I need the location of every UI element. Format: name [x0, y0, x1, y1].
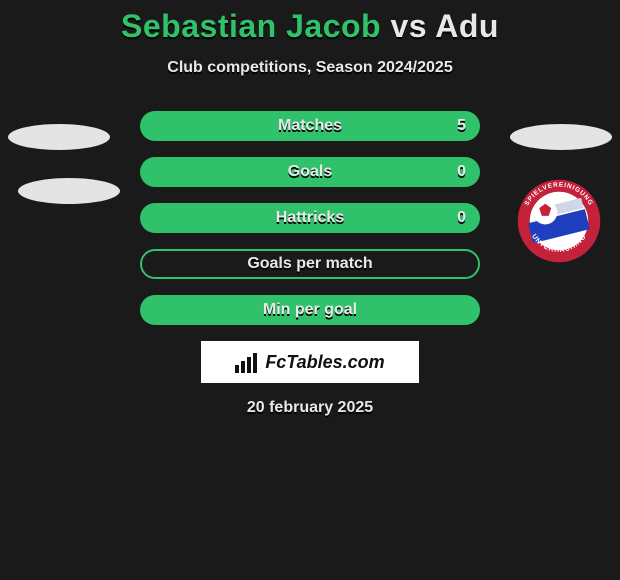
stat-row-min-per-goal: Min per goal — [140, 295, 480, 325]
right-oval-1 — [510, 124, 612, 150]
player1-name: Sebastian Jacob — [121, 8, 381, 44]
stat-row-matches: Matches 5 — [140, 111, 480, 141]
vs-text: vs — [390, 8, 427, 44]
stat-label: Min per goal — [263, 301, 357, 319]
stat-value: 0 — [457, 209, 466, 227]
stats-table: Matches 5 Goals 0 Hattricks 0 Goals per … — [140, 111, 480, 325]
brand-bars-icon — [235, 351, 261, 373]
stat-label: Goals — [288, 163, 332, 181]
stat-row-goals-per-match: Goals per match — [140, 249, 480, 279]
stat-label: Goals per match — [247, 255, 372, 273]
left-oval-1 — [8, 124, 110, 150]
stat-label: Hattricks — [276, 209, 344, 227]
stat-label: Matches — [278, 117, 342, 135]
subtitle: Club competitions, Season 2024/2025 — [0, 59, 620, 77]
stat-row-hattricks: Hattricks 0 — [140, 203, 480, 233]
stat-row-goals: Goals 0 — [140, 157, 480, 187]
player2-name: Adu — [435, 8, 499, 44]
stat-value: 5 — [457, 117, 466, 135]
brand-text: FcTables.com — [265, 352, 384, 373]
left-oval-2 — [18, 178, 120, 204]
stat-value: 0 — [457, 163, 466, 181]
brand-box: FcTables.com — [201, 341, 419, 383]
page-title: Sebastian Jacob vs Adu — [0, 8, 620, 45]
club-crest-icon: SPIELVEREINIGUNG UNTERHACHING — [516, 178, 602, 264]
date-text: 20 february 2025 — [0, 399, 620, 417]
